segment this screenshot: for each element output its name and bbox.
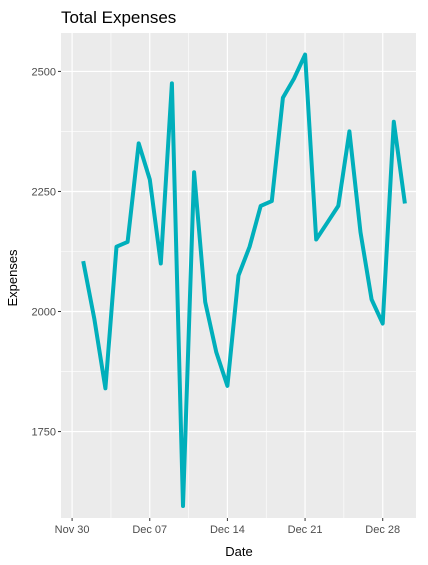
- x-tick-label: Dec 07: [132, 524, 167, 536]
- y-axis: 1750 2000 2250 2500: [32, 66, 61, 439]
- y-tick-label: 2250: [32, 186, 56, 198]
- expenses-series-line: [81, 52, 407, 508]
- minor-gridlines: [61, 33, 416, 518]
- x-tick-label: Dec 28: [365, 524, 400, 536]
- chart-title: Total Expenses: [61, 8, 176, 27]
- y-axis-title: Expenses: [5, 249, 20, 307]
- x-axis: Nov 30 Dec 07 Dec 14 Dec 21 Dec 28: [55, 518, 400, 536]
- y-tick-label: 2500: [32, 66, 56, 78]
- x-axis-title: Date: [225, 544, 252, 559]
- series-layer: [81, 52, 407, 508]
- y-tick-label: 1750: [32, 427, 56, 439]
- x-tick-label: Nov 30: [55, 524, 90, 536]
- x-tick-label: Dec 21: [288, 524, 323, 536]
- x-tick-label: Dec 14: [210, 524, 245, 536]
- y-tick-label: 2000: [32, 307, 56, 319]
